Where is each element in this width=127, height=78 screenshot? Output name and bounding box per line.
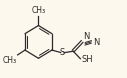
Text: S: S bbox=[59, 49, 65, 57]
Text: CH₃: CH₃ bbox=[3, 56, 17, 65]
Text: N: N bbox=[93, 38, 99, 47]
Text: SH: SH bbox=[81, 55, 93, 64]
Text: N: N bbox=[83, 32, 89, 41]
Text: CH₃: CH₃ bbox=[31, 6, 45, 15]
